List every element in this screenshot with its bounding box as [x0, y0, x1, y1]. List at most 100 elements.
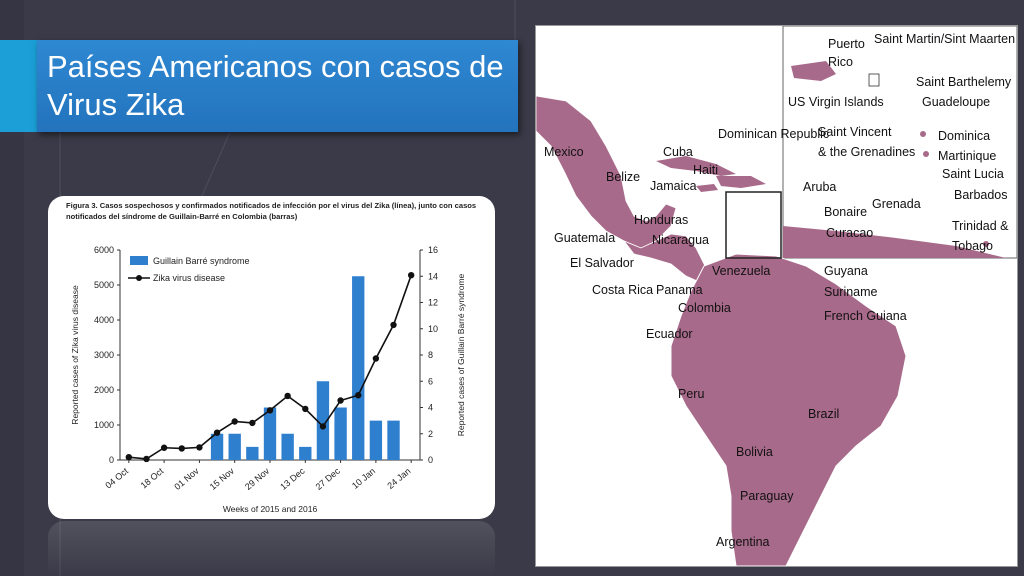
map-label-tobago: Tobago [952, 239, 993, 253]
zika-point [302, 405, 309, 413]
map-label-venezuela: Venezuela [712, 264, 770, 278]
slide-title: Países Americanos con casos de Virus Zik… [47, 49, 504, 122]
map-label-nicaragua: Nicaragua [652, 233, 709, 247]
map-label-argentina: Argentina [716, 535, 770, 549]
x-tick-label: 18 Oct [139, 466, 166, 491]
x-tick-label: 01 Nov [172, 466, 201, 492]
map-label-brazil: Brazil [808, 407, 839, 421]
x-tick-label: 13 Dec [278, 466, 307, 492]
y-axis-right-label: Reported cases of Guillain Barré syndrom… [456, 273, 466, 436]
zika-point [143, 455, 150, 463]
south-america-shape [670, 253, 907, 566]
zika-point [337, 397, 344, 404]
zika-point [390, 321, 397, 329]
x-tick-label: 10 Jan [350, 466, 377, 491]
y-right-tick-label: 8 [428, 350, 433, 360]
map-label-saint-barthelemy: Saint Barthelemy [916, 75, 1012, 89]
x-axis-label: Weeks of 2015 and 2016 [223, 504, 318, 514]
map-label-curacao: Curacao [826, 226, 873, 240]
x-tick-label: 15 Nov [208, 466, 237, 492]
map-label-saint-martin-sint-maarten: Saint Martin/Sint Maarten [874, 32, 1015, 46]
zika-point [125, 454, 133, 461]
zika-point [284, 392, 291, 400]
map-label-paraguay: Paraguay [740, 489, 794, 503]
left-stripe [0, 0, 24, 576]
map-label-suriname: Suriname [824, 285, 878, 299]
gbs-bar [369, 420, 383, 460]
zika-point [178, 445, 185, 452]
x-tick-label: 29 Nov [243, 466, 272, 492]
map-label-haiti: Haiti [693, 163, 718, 177]
mexico-shape [536, 95, 677, 249]
legend-line-label: Zika virus disease [153, 273, 225, 283]
x-tick-label: 27 Dec [314, 466, 343, 492]
map-label-belize: Belize [606, 170, 640, 184]
y-right-tick-label: 4 [428, 403, 433, 413]
map-label-panama: Panama [656, 283, 703, 297]
map-label-puerto: Puerto [828, 37, 865, 51]
guadeloupe-dot [920, 131, 926, 137]
y-left-tick-label: 6000 [94, 245, 114, 255]
gbs-bar [210, 433, 224, 460]
puerto-rico-shape [791, 61, 836, 81]
map-label-us-virgin-islands: US Virgin Islands [788, 95, 884, 109]
legend-line-marker [136, 275, 142, 281]
martinique-dot [923, 151, 929, 157]
zika-point [355, 392, 362, 399]
map-label-saint-vincent: Saint Vincent [818, 125, 892, 139]
map-label-martinique: Martinique [938, 149, 996, 163]
map-label-jamaica: Jamaica [650, 179, 697, 193]
virgin-islands-box [868, 73, 880, 87]
map-label-barbados: Barbados [954, 188, 1008, 202]
figure-caption: Figura 3. Casos sospechosos y confirmado… [66, 201, 477, 221]
trinidad-dot [983, 241, 989, 247]
zika-map: Mexico Cuba Haiti Dominican Republic Belize J… [535, 25, 1018, 567]
inset-locator-box [725, 191, 782, 259]
gbs-bar [299, 446, 312, 460]
title-box: Países Americanos con casos de Virus Zik… [37, 40, 518, 132]
map-label-colombia: Colombia [678, 301, 731, 315]
map-label-guatemala: Guatemala [554, 231, 615, 245]
y-left-tick-label: 5000 [94, 280, 114, 290]
y-right-tick-label: 16 [428, 245, 438, 255]
map-label-ecuador: Ecuador [646, 327, 693, 341]
y-left-tick-label: 4000 [94, 315, 114, 325]
jamaica-shape [696, 184, 718, 192]
zika-point [160, 444, 168, 451]
chart-reflection [48, 521, 495, 576]
gbs-bar [281, 433, 294, 460]
map-label-french-guiana: French Guiana [824, 309, 907, 323]
map-label-rico: Rico [828, 55, 853, 69]
map-label-honduras: Honduras [634, 213, 688, 227]
cuba-shape [656, 156, 736, 176]
gbs-bar [228, 433, 241, 460]
map-label-aruba: Aruba [803, 180, 836, 194]
zika-point [319, 423, 327, 430]
gbs-bar [387, 420, 400, 460]
zika-point [249, 419, 256, 427]
map-label-trinidad: Trinidad & [952, 219, 1009, 233]
map-label-the-grenadines: & the Grenadines [818, 145, 915, 159]
y-axis-left-label: Reported cases of Zika virus disease [70, 285, 80, 425]
zika-point [266, 407, 274, 414]
chart-figure: Figura 3. Casos sospechosos y confirmado… [48, 196, 495, 519]
x-tick-label: 04 Oct [103, 466, 130, 491]
y-right-tick-label: 12 [428, 298, 438, 308]
zika-point [213, 429, 221, 436]
y-right-tick-label: 14 [428, 271, 438, 281]
y-right-tick-label: 6 [428, 376, 433, 386]
zika-point [231, 418, 238, 425]
chart-svg: 0 1000 2000 3000 4000 5000 6000 0 2 4 6 8 10 12 14 16 04… [70, 245, 466, 514]
zika-point [196, 444, 203, 451]
zika-point [372, 355, 380, 362]
map-label-saint-lucia: Saint Lucia [942, 167, 1004, 181]
y-left-tick-label: 2000 [94, 385, 114, 395]
gbs-bar [246, 446, 259, 460]
map-label-el-salvador: El Salvador [570, 256, 634, 270]
y-left-tick-label: 1000 [94, 420, 114, 430]
x-tick-label: 24 Jan [385, 466, 412, 491]
zika-point [407, 272, 415, 279]
